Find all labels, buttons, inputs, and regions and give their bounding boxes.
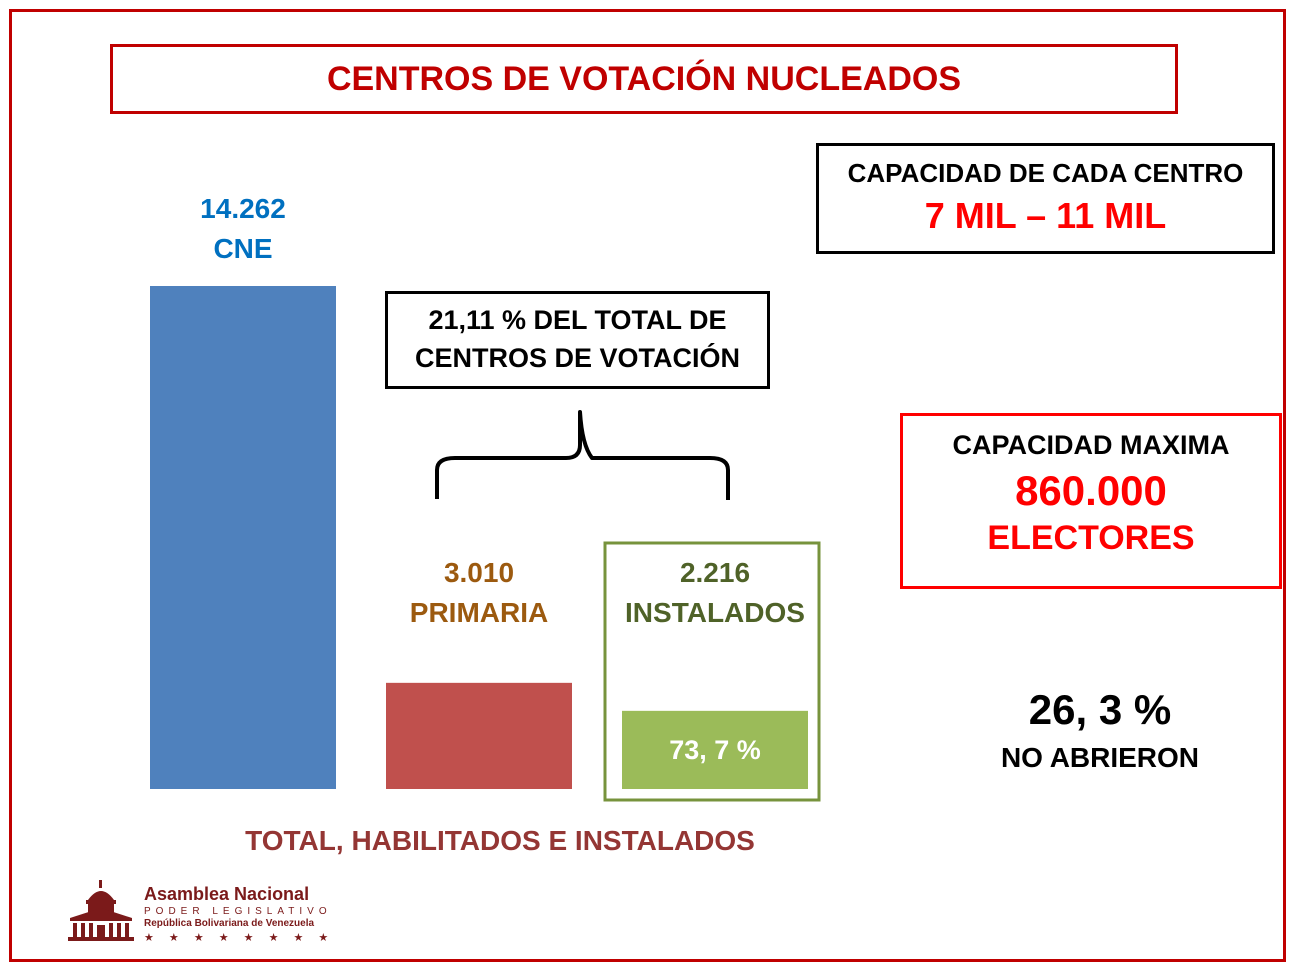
capitol-building-icon [68, 880, 134, 941]
logo-stars: ★ ★ ★ ★ ★ ★ ★ ★ [144, 932, 335, 944]
instalados-highlight-box [603, 541, 821, 802]
logo-sub1: PODER LEGISLATIVO [144, 906, 332, 917]
category-label-primaria: PRIMARIA [410, 597, 548, 628]
value-label-instalados: 2.216 [680, 557, 750, 588]
x-axis-label: TOTAL, HABILITADOS E INSTALADOS [245, 825, 755, 856]
percentage-box: 21,11 % DEL TOTAL DE CENTROS DE VOTACIÓN [385, 291, 770, 389]
capacity-max-label: CAPACIDAD MAXIMA [952, 430, 1230, 460]
capacity-each-label: CAPACIDAD DE CADA CENTRO [847, 158, 1244, 188]
capacity-max-box: CAPACIDAD MAXIMA 860.000 ELECTORES [900, 413, 1282, 589]
slide-frame [9, 9, 1286, 962]
capacity-each-value: 7 MIL – 11 MIL [924, 195, 1167, 236]
logo-sub2: República Bolivariana de Venezuela [144, 918, 315, 929]
percentage-line1: 21,11 % DEL TOTAL DE [428, 305, 727, 336]
capacity-max-unit: ELECTORES [987, 519, 1195, 557]
value-label-cne: 14.262 [200, 193, 286, 224]
bar-cne [150, 286, 336, 789]
capacity-each-box: CAPACIDAD DE CADA CENTRO 7 MIL – 11 MIL [816, 143, 1275, 254]
value-label-primaria: 3.010 [444, 557, 514, 588]
no-abrieron-pct: 26, 3 % [1028, 686, 1172, 733]
logo-name: Asamblea Nacional [144, 884, 310, 904]
bar-primaria [386, 682, 572, 789]
category-label-cne: CNE [213, 233, 272, 264]
asamblea-logo: Asamblea Nacional PODER LEGISLATIVO Repú… [66, 878, 356, 948]
bar-instalados [622, 710, 808, 789]
no-abrieron-label: NO ABRIERON [1000, 742, 1200, 773]
no-abrieron-block: 26, 3 % NO ABRIERON [940, 686, 1260, 774]
curly-brace-icon [435, 410, 730, 500]
category-label-instalados: INSTALADOS [625, 597, 805, 628]
page-title: CENTROS DE VOTACIÓN NUCLEADOS [110, 44, 1178, 114]
capacity-max-value: 860.000 [1015, 467, 1167, 514]
percentage-line2: CENTROS DE VOTACIÓN [414, 343, 740, 373]
instalados-inner-pct: 73, 7 % [669, 735, 761, 765]
